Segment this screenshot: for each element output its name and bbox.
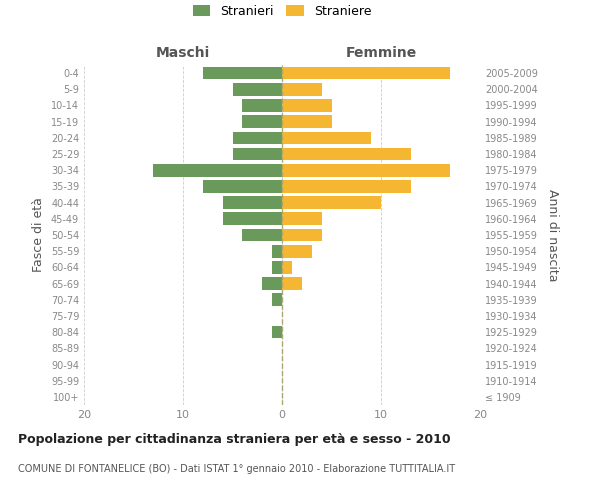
Bar — [282, 278, 302, 290]
Bar — [282, 245, 312, 258]
Bar — [233, 148, 282, 160]
Bar — [282, 228, 322, 241]
Bar — [272, 294, 282, 306]
Bar — [242, 116, 282, 128]
Bar — [282, 212, 322, 225]
Legend: Stranieri, Straniere: Stranieri, Straniere — [188, 0, 376, 23]
Bar — [223, 212, 282, 225]
Bar — [282, 116, 331, 128]
Bar — [262, 278, 282, 290]
Bar — [282, 261, 292, 274]
Bar — [203, 67, 282, 80]
Bar — [154, 164, 282, 176]
Bar — [282, 148, 411, 160]
Bar — [203, 180, 282, 192]
Bar — [272, 261, 282, 274]
Bar — [233, 83, 282, 96]
Bar — [242, 228, 282, 241]
Text: Femmine: Femmine — [346, 46, 416, 60]
Y-axis label: Anni di nascita: Anni di nascita — [546, 188, 559, 281]
Bar — [233, 132, 282, 144]
Text: Maschi: Maschi — [156, 46, 210, 60]
Bar — [282, 132, 371, 144]
Text: COMUNE DI FONTANELICE (BO) - Dati ISTAT 1° gennaio 2010 - Elaborazione TUTTITALI: COMUNE DI FONTANELICE (BO) - Dati ISTAT … — [18, 464, 455, 474]
Bar — [242, 99, 282, 112]
Bar — [282, 99, 331, 112]
Bar — [282, 164, 450, 176]
Bar — [282, 67, 450, 80]
Bar — [282, 180, 411, 192]
Bar — [272, 245, 282, 258]
Bar — [272, 326, 282, 338]
Bar — [223, 196, 282, 209]
Y-axis label: Fasce di età: Fasce di età — [32, 198, 45, 272]
Text: Popolazione per cittadinanza straniera per età e sesso - 2010: Popolazione per cittadinanza straniera p… — [18, 432, 451, 446]
Bar — [282, 196, 381, 209]
Bar — [282, 83, 322, 96]
